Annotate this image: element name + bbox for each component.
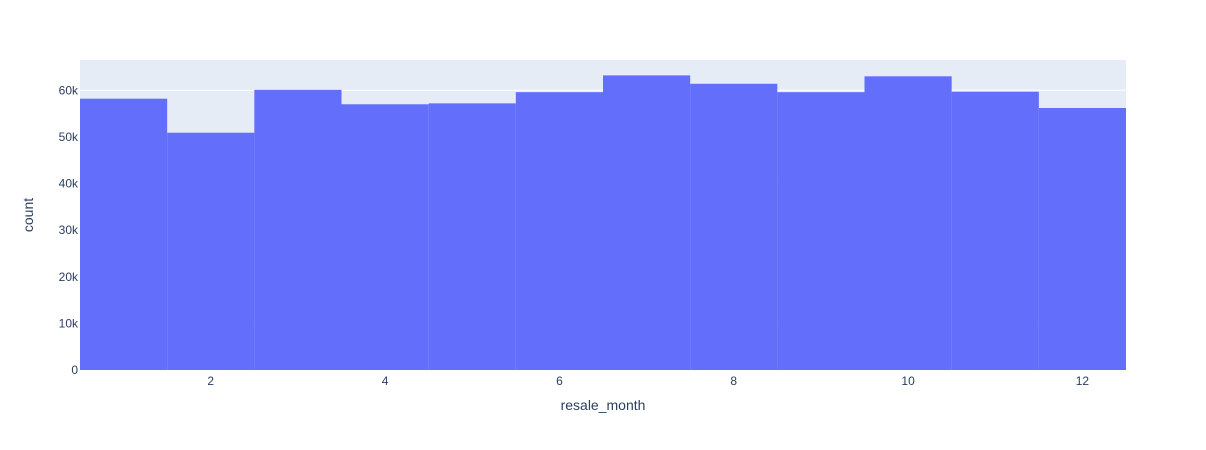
bar bbox=[864, 76, 952, 370]
x-tick-label: 10 bbox=[901, 374, 915, 388]
x-tick-label: 8 bbox=[730, 374, 737, 388]
bar bbox=[341, 104, 429, 371]
bar bbox=[777, 92, 865, 371]
y-tick-label: 30k bbox=[59, 223, 79, 237]
x-axis-ticks: 2 4 6 8 10 12 bbox=[207, 374, 1089, 388]
bar bbox=[690, 83, 778, 370]
x-tick-label: 2 bbox=[207, 374, 214, 388]
bar bbox=[80, 98, 168, 371]
bar bbox=[254, 89, 342, 370]
x-tick-label: 4 bbox=[382, 374, 389, 388]
bar bbox=[515, 92, 603, 371]
y-tick-label: 10k bbox=[59, 316, 79, 330]
y-tick-label: 0 bbox=[71, 363, 78, 377]
bar bbox=[1038, 108, 1126, 370]
bars bbox=[80, 75, 1126, 371]
y-tick-label: 60k bbox=[59, 83, 79, 97]
y-tick-label: 40k bbox=[59, 177, 79, 191]
bar bbox=[167, 132, 255, 370]
y-tick-label: 20k bbox=[59, 270, 79, 284]
y-axis-title: count bbox=[20, 198, 36, 232]
bar bbox=[428, 103, 516, 370]
x-tick-label: 6 bbox=[556, 374, 563, 388]
bar bbox=[951, 91, 1039, 370]
bar bbox=[603, 75, 691, 371]
x-tick-label: 12 bbox=[1076, 374, 1090, 388]
x-axis-title: resale_month bbox=[561, 397, 646, 413]
y-axis-ticks: 0 10k 20k 30k 40k 50k 60k bbox=[59, 83, 79, 377]
y-tick-label: 50k bbox=[59, 130, 79, 144]
